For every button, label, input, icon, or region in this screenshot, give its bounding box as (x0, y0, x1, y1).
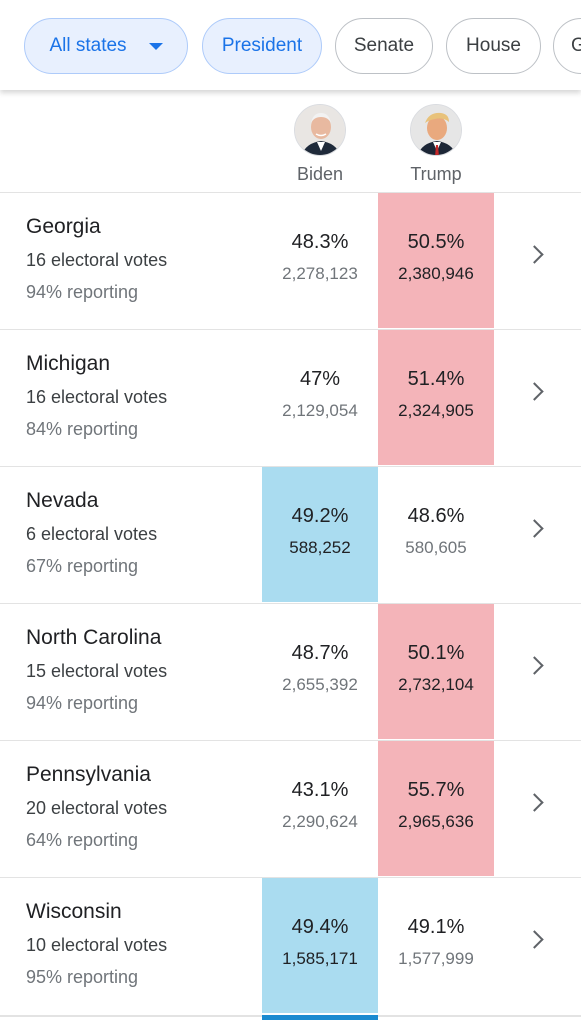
vote-percent: 49.4% (291, 916, 349, 938)
biden-result: 48.7% 2,655,392 (262, 604, 378, 739)
vote-count: 2,732,104 (398, 675, 474, 694)
chevron-right-icon[interactable] (525, 793, 544, 812)
electoral-votes: 6 electoral votes (26, 524, 158, 544)
trump-result: 55.7% 2,965,636 (378, 741, 494, 876)
state-row-georgia[interactable]: Georgia 16 electoral votes 94% reporting… (0, 192, 581, 329)
biden-avatar (294, 104, 346, 156)
biden-result: 47% 2,129,054 (262, 330, 378, 465)
state-row-pennsylvania[interactable]: Pennsylvania 20 electoral votes 64% repo… (0, 740, 581, 877)
chevron-right-icon[interactable] (525, 519, 544, 538)
trump-result: 51.4% 2,324,905 (378, 330, 494, 465)
state-name: Wisconsin (26, 900, 122, 923)
vote-percent: 50.1% (407, 642, 465, 664)
chevron-right-icon[interactable] (525, 656, 544, 675)
chip-all-states[interactable]: All states (24, 18, 188, 74)
vote-count: 580,605 (405, 538, 467, 557)
dropdown-caret-icon (148, 42, 163, 50)
vote-percent: 51.4% (407, 368, 465, 390)
state-name: North Carolina (26, 626, 162, 649)
vote-percent: 49.2% (291, 505, 349, 527)
trump-avatar (410, 104, 462, 156)
vote-count: 2,380,946 (398, 264, 474, 283)
vote-count: 2,324,905 (398, 401, 474, 420)
state-row-wisconsin[interactable]: Wisconsin 10 electoral votes 95% reporti… (0, 877, 581, 1014)
trump-result: 49.1% 1,577,999 (378, 878, 494, 1013)
vote-percent: 50.5% (407, 231, 465, 253)
electoral-votes: 15 electoral votes (26, 661, 168, 681)
vote-count: 2,129,054 (282, 401, 358, 420)
vote-count: 2,290,624 (282, 812, 358, 831)
vote-count: 2,965,636 (398, 812, 474, 831)
state-name: Pennsylvania (26, 763, 151, 786)
vote-percent: 48.6% (407, 505, 465, 527)
chip-label: President (221, 35, 303, 56)
electoral-votes: 10 electoral votes (26, 935, 168, 955)
biden-result: 49.4% 1,585,171 (262, 878, 378, 1013)
state-name: Georgia (26, 215, 101, 238)
chip-label: Senate (353, 35, 415, 56)
reporting-status: 94% reporting (26, 693, 139, 713)
state-row-nevada[interactable]: Nevada 6 electoral votes 67% reporting 4… (0, 466, 581, 603)
vote-percent: 47% (299, 368, 341, 390)
filter-chip-bar: All states President Senate House G (0, 0, 581, 90)
state-name: Michigan (26, 352, 111, 375)
reporting-status: 94% reporting (26, 282, 139, 302)
biden-result: 49.2% 588,252 (262, 467, 378, 602)
vote-percent: 48.3% (291, 231, 349, 253)
vote-count: 1,577,999 (398, 949, 474, 968)
chip-senate[interactable]: Senate (335, 18, 433, 74)
chip-label: House (466, 35, 521, 56)
vote-percent: 48.7% (291, 642, 349, 664)
chip-president[interactable]: President (202, 18, 322, 74)
candidate-name: Trump (410, 164, 462, 184)
vote-percent: 49.1% (407, 916, 465, 938)
vote-count: 2,278,123 (282, 264, 358, 283)
vote-percent: 55.7% (407, 779, 465, 801)
chevron-right-icon[interactable] (525, 930, 544, 949)
biden-portrait-icon (295, 105, 345, 155)
electoral-votes: 16 electoral votes (26, 250, 168, 270)
vote-count: 2,655,392 (282, 675, 358, 694)
electoral-votes: 16 electoral votes (26, 387, 168, 407)
biden-result: 43.1% 2,290,624 (262, 741, 378, 876)
state-row-michigan[interactable]: Michigan 16 electoral votes 84% reportin… (0, 329, 581, 466)
chip-governor[interactable]: G (553, 18, 581, 74)
trump-result: 48.6% 580,605 (378, 467, 494, 602)
reporting-status: 84% reporting (26, 419, 139, 439)
state-name: Nevada (26, 489, 99, 512)
electoral-votes: 20 electoral votes (26, 798, 168, 818)
trump-result: 50.5% 2,380,946 (378, 193, 494, 328)
biden-result: 48.3% 2,278,123 (262, 193, 378, 328)
chip-house[interactable]: House (446, 18, 541, 74)
vote-percent: 43.1% (291, 779, 349, 801)
reporting-status: 67% reporting (26, 556, 139, 576)
candidate-header-trump: Trump (378, 100, 494, 192)
chip-label: All states (49, 35, 127, 56)
chevron-right-icon[interactable] (525, 245, 544, 264)
reporting-status: 64% reporting (26, 830, 139, 850)
vote-count: 588,252 (289, 538, 351, 557)
reporting-status: 95% reporting (26, 967, 139, 987)
vote-count: 1,585,171 (282, 949, 358, 968)
chip-label: G (571, 35, 581, 56)
biden-lead-indicator (262, 1015, 378, 1020)
chevron-right-icon[interactable] (525, 382, 544, 401)
trump-result: 50.1% 2,732,104 (378, 604, 494, 739)
candidate-name: Biden (296, 164, 344, 184)
trump-portrait-icon (411, 105, 461, 155)
candidate-header-biden: Biden (262, 100, 378, 192)
state-row-north-carolina[interactable]: North Carolina 15 electoral votes 94% re… (0, 603, 581, 740)
